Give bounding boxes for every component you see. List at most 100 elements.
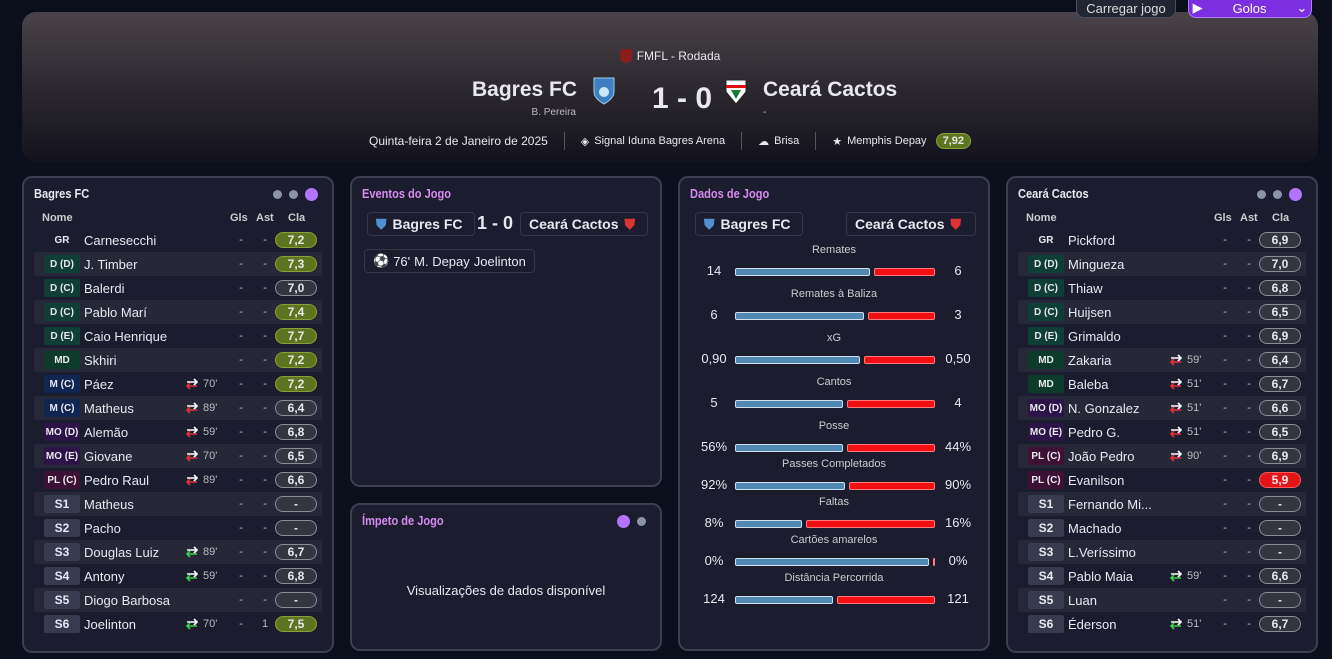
player-row[interactable]: MD Skhiri - -7,2	[34, 348, 322, 372]
player-name[interactable]: J. Timber	[84, 256, 138, 272]
player-row[interactable]: S4 Antony 59' - -6,8	[34, 564, 322, 588]
match-stats-panel: Dados de Jogo ⛊ Bagres FC Ceará Cactos ⛊ R…	[678, 176, 990, 651]
page-dot-active[interactable]	[1289, 188, 1302, 201]
player-name[interactable]: João Pedro	[1068, 448, 1135, 464]
player-name[interactable]: N. Gonzalez	[1068, 400, 1140, 416]
player-name[interactable]: Giovane	[84, 448, 133, 464]
page-dot-active[interactable]	[305, 188, 318, 201]
player-row[interactable]: MD Zakaria 59' - -6,4	[1018, 348, 1306, 372]
player-row[interactable]: D (D) J. Timber - -7,3	[34, 252, 322, 276]
player-row[interactable]: D (E) Grimaldo - -6,9	[1018, 324, 1306, 348]
player-row[interactable]: S3 L.Veríssimo - - -	[1018, 540, 1306, 564]
player-name[interactable]: Carnesecchi	[84, 232, 157, 248]
player-row[interactable]: S3 Douglas Luiz 89' - -6,7	[34, 540, 322, 564]
player-name[interactable]: Pickford	[1068, 232, 1115, 248]
substitution-icon	[1169, 378, 1183, 390]
player-name[interactable]: Éderson	[1068, 616, 1117, 632]
player-name[interactable]: Machado	[1068, 520, 1122, 536]
player-name[interactable]: Douglas Luiz	[84, 544, 160, 560]
away-team-name[interactable]: Ceará Cactos	[763, 78, 898, 101]
page-dot[interactable]	[289, 190, 298, 199]
player-name[interactable]: Grimaldo	[1068, 328, 1121, 344]
player-row[interactable]: MO (E) Giovane 70' - -6,5	[34, 444, 322, 468]
player-name[interactable]: Evanilson	[1068, 472, 1125, 488]
col-name: Nome	[42, 212, 73, 224]
player-name[interactable]: Luan	[1068, 592, 1097, 608]
player-row[interactable]: S1 Fernando Mi... - - -	[1018, 492, 1306, 516]
player-name[interactable]: Fernando Mi...	[1068, 496, 1152, 512]
position-badge: S3	[44, 543, 80, 561]
player-name[interactable]: Zakaria	[1068, 352, 1112, 368]
position-badge: MD	[1028, 375, 1064, 393]
player-row[interactable]: MO (E) Pedro G. 51' - -6,5	[1018, 420, 1306, 444]
player-row[interactable]: S4 Pablo Maia 59' - -6,6	[1018, 564, 1306, 588]
player-name[interactable]: Caio Henrique	[84, 328, 168, 344]
player-row[interactable]: D (C) Pablo Marí - -7,4	[34, 300, 322, 324]
player-name[interactable]: Matheus	[84, 496, 134, 512]
player-name[interactable]: Thiaw	[1068, 280, 1103, 296]
player-name[interactable]: Páez	[84, 376, 114, 392]
assists: -	[263, 378, 267, 390]
player-row[interactable]: PL (C) João Pedro 90' - -6,9	[1018, 444, 1306, 468]
player-row[interactable]: S5 Diogo Barbosa - - -	[34, 588, 322, 612]
page-dot[interactable]	[273, 190, 282, 199]
load-match-button[interactable]: Carregar jogo	[1076, 0, 1176, 18]
divider	[815, 132, 817, 150]
rating-badge: 6,9	[1259, 328, 1301, 344]
player-row[interactable]: PL (C) Evanilson - -5,9	[1018, 468, 1306, 492]
player-name[interactable]: Matheus	[84, 400, 134, 416]
player-name[interactable]: Huijsen	[1068, 304, 1112, 320]
player-row[interactable]: D (C) Thiaw - -6,8	[1018, 276, 1306, 300]
player-name[interactable]: Pablo Marí	[84, 304, 147, 320]
page-dot[interactable]	[1273, 190, 1282, 199]
player-name[interactable]: Alemão	[84, 424, 129, 440]
player-name[interactable]: Pedro G.	[1068, 424, 1121, 440]
player-row[interactable]: GR Carnesecchi - -7,2	[34, 228, 322, 252]
page-dot-active[interactable]	[617, 515, 630, 528]
player-row[interactable]: PL (C) Pedro Raul 89' - -6,6	[34, 468, 322, 492]
player-name[interactable]: Antony	[84, 568, 125, 584]
player-name[interactable]: Pedro Raul	[84, 472, 150, 488]
player-row[interactable]: S6 Joelinton 70' - 1 7,5	[34, 612, 322, 636]
player-row[interactable]: S1 Matheus - - -	[34, 492, 322, 516]
player-row[interactable]: GR Pickford - -6,9	[1018, 228, 1306, 252]
goals-dropdown[interactable]: ▶ Golos ⌄	[1188, 0, 1312, 18]
player-row[interactable]: MD Baleba 51' - -6,7	[1018, 372, 1306, 396]
page-dot[interactable]	[1257, 190, 1266, 199]
player-name[interactable]: Pacho	[84, 520, 121, 536]
player-of-match[interactable]: Memphis Depay	[847, 135, 927, 147]
player-name[interactable]: Diogo Barbosa	[84, 592, 170, 608]
assists: -	[1247, 330, 1251, 342]
player-row[interactable]: S2 Machado - - -	[1018, 516, 1306, 540]
player-name[interactable]: L.Veríssimo	[1068, 544, 1136, 560]
player-row[interactable]: S2 Pacho - - -	[34, 516, 322, 540]
panel-title: Dados de Jogo	[690, 186, 770, 201]
player-row[interactable]: M (C) Páez 70' - -7,2	[34, 372, 322, 396]
player-row[interactable]: MO (D) N. Gonzalez 51' - -6,6	[1018, 396, 1306, 420]
player-row[interactable]: S6 Éderson 51' - -6,7	[1018, 612, 1306, 636]
player-row[interactable]: MO (D) Alemão 59' - -6,8	[34, 420, 322, 444]
stat-away-value: 4	[954, 395, 962, 410]
home-team-name[interactable]: Bagres FC	[471, 78, 577, 101]
substitution-icon	[1169, 618, 1183, 630]
player-name[interactable]: Pablo Maia	[1068, 568, 1134, 584]
player-row[interactable]: S5 Luan - - -	[1018, 588, 1306, 612]
player-name[interactable]: Balerdi	[84, 280, 125, 296]
goal-event[interactable]: ⚽ 76' M. Depay Joelinton	[364, 249, 535, 273]
position-badge: PL (C)	[1028, 471, 1064, 489]
player-row[interactable]: D (D) Mingueza - -7,0	[1018, 252, 1306, 276]
player-row[interactable]: D (E) Caio Henrique - -7,7	[34, 324, 322, 348]
stat-away-value: 121	[947, 591, 969, 606]
player-name[interactable]: Baleba	[1068, 376, 1109, 392]
player-row[interactable]: M (C) Matheus 89' - -6,4	[34, 396, 322, 420]
player-name[interactable]: Mingueza	[1068, 256, 1125, 272]
player-name[interactable]: Joelinton	[84, 616, 137, 632]
assists: -	[263, 234, 267, 246]
assists: -	[263, 330, 267, 342]
divider	[741, 132, 743, 150]
col-assists: Ast	[1240, 212, 1258, 224]
page-dot[interactable]	[637, 517, 646, 526]
player-row[interactable]: D (C) Balerdi - -7,0	[34, 276, 322, 300]
player-row[interactable]: D (C) Huijsen - -6,5	[1018, 300, 1306, 324]
player-name[interactable]: Skhiri	[84, 352, 117, 368]
